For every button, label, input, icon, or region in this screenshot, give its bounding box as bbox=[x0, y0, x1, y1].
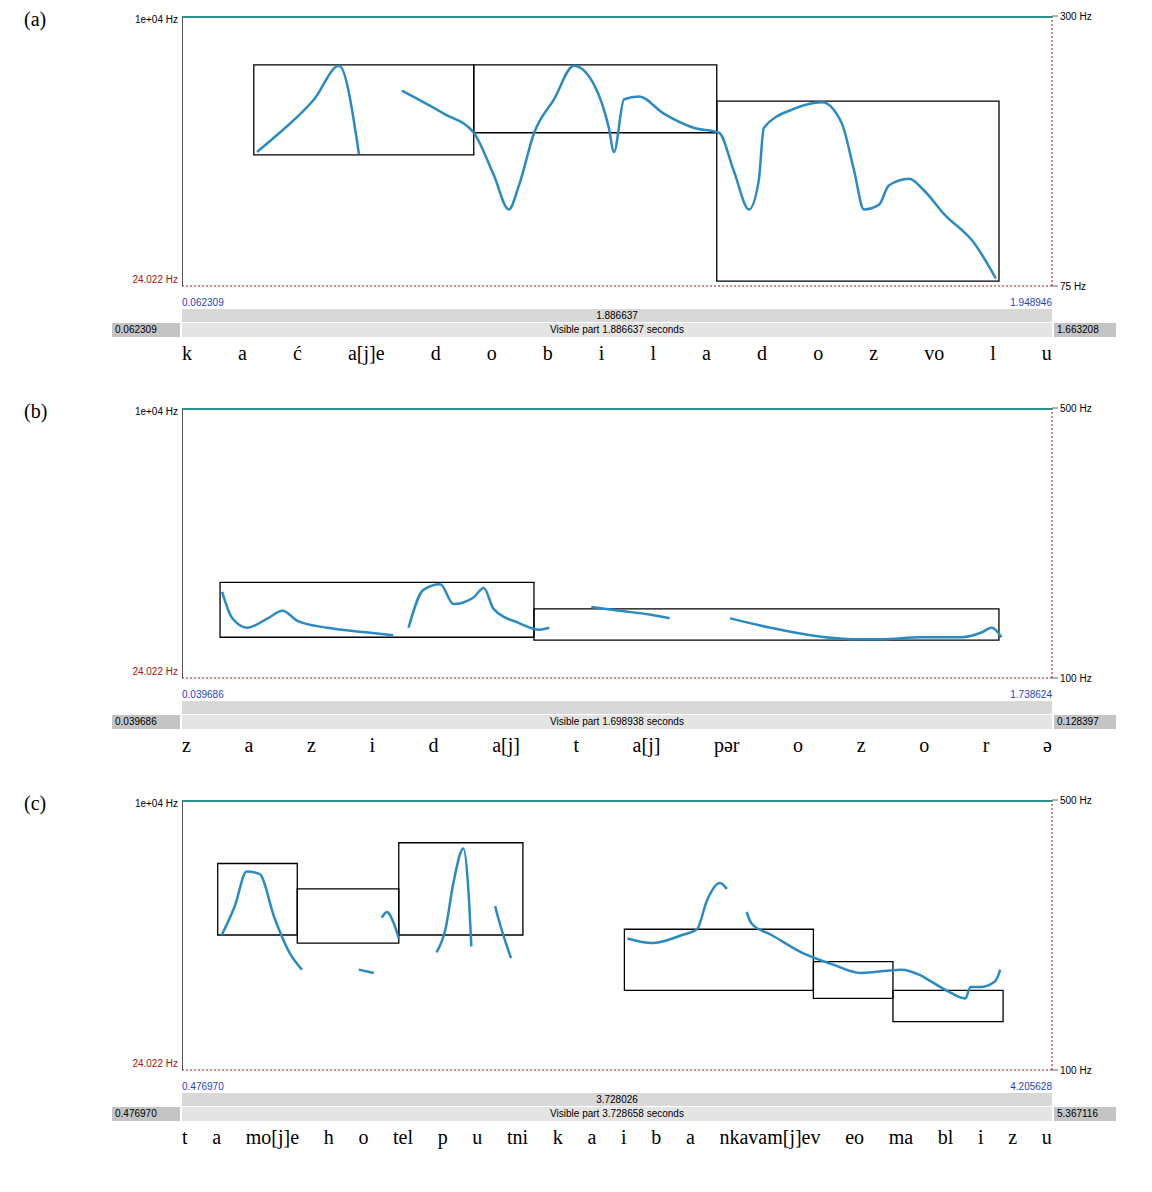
html-text:o: o bbox=[919, 734, 930, 756]
html-text:i: i bbox=[369, 734, 375, 756]
html-text:l: l bbox=[990, 342, 996, 364]
svg-text:1.738624: 1.738624 bbox=[1010, 689, 1052, 700]
html-text:24.022 Hz: 24.022 Hz bbox=[132, 274, 178, 285]
html-text:tel: tel bbox=[393, 1126, 413, 1148]
html-text:t: t bbox=[573, 734, 579, 756]
html-text:vo: vo bbox=[924, 342, 945, 364]
svg-text:0.476970: 0.476970 bbox=[182, 1081, 224, 1092]
html-text:d: d bbox=[757, 342, 768, 364]
html-text:i: i bbox=[598, 342, 605, 364]
html-text:a[j]e: a[j]e bbox=[348, 342, 385, 364]
html-text:k: k bbox=[182, 342, 192, 364]
html-text:d: d bbox=[430, 342, 441, 364]
html-text:a[j]: a[j] bbox=[492, 734, 520, 756]
html-text:h: h bbox=[323, 1126, 334, 1148]
html-text:1e+04 Hz: 1e+04 Hz bbox=[134, 14, 178, 25]
html-text:Visible part 1.886637 seconds: Visible part 1.886637 seconds bbox=[550, 324, 684, 335]
html-text:r: r bbox=[982, 734, 990, 756]
html-text:ma: ma bbox=[888, 1126, 914, 1148]
html-text:0.476970: 0.476970 bbox=[115, 1108, 157, 1119]
html-text:z: z bbox=[869, 342, 879, 364]
svg-text:0.039686: 0.039686 bbox=[182, 689, 224, 700]
html-text:0.062309: 0.062309 bbox=[115, 324, 157, 335]
html-text:a: a bbox=[685, 1126, 695, 1148]
html-text:a: a bbox=[702, 342, 711, 364]
html-text:u: u bbox=[472, 1126, 483, 1148]
svg-text:0.062309: 0.062309 bbox=[182, 297, 224, 308]
html-text:3.728026: 3.728026 bbox=[596, 1094, 638, 1105]
html-text:1.663208: 1.663208 bbox=[1057, 324, 1099, 335]
svg-text:300 Hz: 300 Hz bbox=[1060, 11, 1092, 22]
html-text:24.022 Hz: 24.022 Hz bbox=[132, 666, 178, 677]
html-text:a: a bbox=[587, 1126, 597, 1148]
html-text:o: o bbox=[813, 342, 824, 364]
html-text:b: b bbox=[542, 342, 553, 364]
html-text:(b): (b) bbox=[24, 400, 48, 422]
html-text:1.886637: 1.886637 bbox=[596, 310, 638, 321]
html-text:eo: eo bbox=[845, 1126, 864, 1148]
html-text:a: a bbox=[244, 734, 254, 756]
html-text:tni: tni bbox=[507, 1126, 529, 1148]
svg-text:500 Hz: 500 Hz bbox=[1060, 795, 1092, 806]
html-text:1e+04 Hz: 1e+04 Hz bbox=[134, 406, 178, 417]
svg-text:100 Hz: 100 Hz bbox=[1060, 1065, 1092, 1076]
html-text:a[j]: a[j] bbox=[632, 734, 661, 756]
html-text:nkavam[j]ev: nkavam[j]ev bbox=[719, 1126, 821, 1148]
html-text:a: a bbox=[238, 342, 247, 364]
html-text:z: z bbox=[306, 734, 316, 756]
html-text:5.367116: 5.367116 bbox=[1057, 1108, 1098, 1119]
html-text:Visible part 3.728658 seconds: Visible part 3.728658 seconds bbox=[550, 1108, 684, 1119]
html-text:mo[j]e: mo[j]e bbox=[245, 1126, 300, 1148]
html-text:(c): (c) bbox=[24, 792, 47, 814]
html-text:ə: ə bbox=[1043, 734, 1052, 756]
html-text:z: z bbox=[1008, 1126, 1018, 1148]
svg-text:75 Hz: 75 Hz bbox=[1060, 281, 1086, 292]
html-text:a: a bbox=[212, 1126, 222, 1148]
html-text:bl: bl bbox=[937, 1126, 954, 1148]
html-text:o: o bbox=[358, 1126, 369, 1148]
html-text:z: z bbox=[856, 734, 866, 756]
html-text:Visible part 1.698938 seconds: Visible part 1.698938 seconds bbox=[550, 716, 684, 727]
html-text:l: l bbox=[650, 342, 656, 364]
html-text:o: o bbox=[793, 734, 804, 756]
html-text:t: t bbox=[182, 1126, 188, 1148]
html-text:24.022 Hz: 24.022 Hz bbox=[132, 1058, 178, 1069]
svg-text:500 Hz: 500 Hz bbox=[1060, 403, 1092, 414]
html-text:o: o bbox=[486, 342, 497, 364]
html-text:(a): (a) bbox=[24, 8, 47, 30]
html-text:u: u bbox=[1041, 1126, 1052, 1148]
html-text:i: i bbox=[978, 1126, 984, 1148]
html-text:0.039686: 0.039686 bbox=[115, 716, 157, 727]
html-text:1e+04 Hz: 1e+04 Hz bbox=[134, 798, 178, 809]
html-text:p: p bbox=[437, 1126, 448, 1148]
svg-text:4.205628: 4.205628 bbox=[1010, 1081, 1052, 1092]
html-text:d: d bbox=[428, 734, 439, 756]
html-text:b: b bbox=[651, 1126, 662, 1148]
svg-text:1.948946: 1.948946 bbox=[1010, 297, 1052, 308]
svg-text:100 Hz: 100 Hz bbox=[1060, 673, 1092, 684]
html-text:i: i bbox=[621, 1126, 627, 1148]
html-text:z: z bbox=[182, 734, 191, 756]
html-text:pər: pər bbox=[714, 734, 740, 756]
html-text:k: k bbox=[552, 1126, 563, 1148]
html-text:ć: ć bbox=[293, 342, 302, 364]
html-text:u: u bbox=[1041, 342, 1052, 364]
html-text:0.128397: 0.128397 bbox=[1057, 716, 1099, 727]
